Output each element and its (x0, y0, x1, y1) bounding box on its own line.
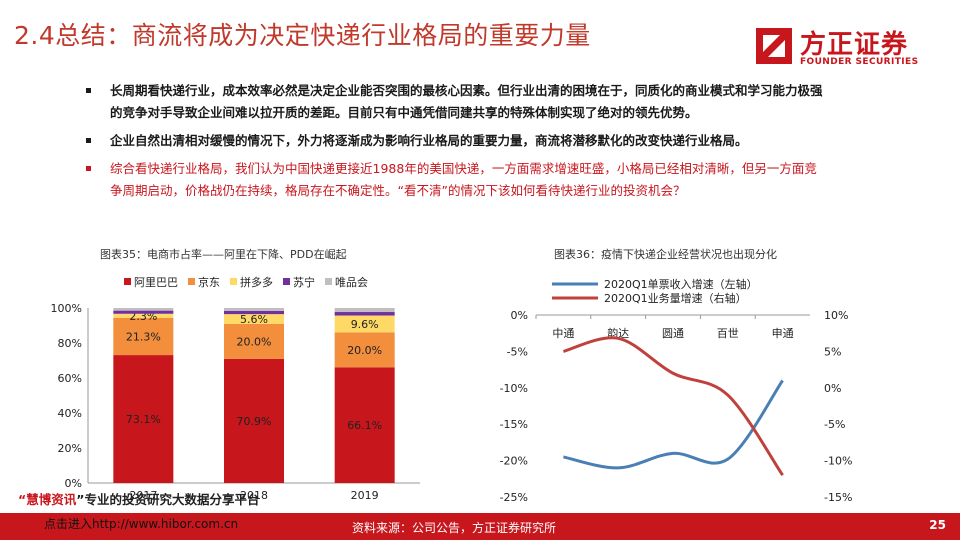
y-left-tick-label: -20% (500, 455, 528, 468)
data-label: 21.3% (126, 330, 161, 343)
legend-swatch (230, 278, 237, 285)
y-tick-label: 20% (58, 442, 82, 455)
company-logo: 方正证券 FOUNDER SECURITIES (752, 24, 918, 68)
bullet-icon (86, 138, 91, 143)
bullet-text: 长周期看快递行业，成本效率必然是决定企业能否突围的最核心因素。但行业出清的困境在… (110, 83, 823, 120)
bar-segment (224, 314, 284, 324)
y-right-tick-label: 5% (824, 345, 841, 358)
founder-logo-icon (756, 28, 792, 64)
series-line (563, 379, 784, 470)
legend-label: 拼多多 (240, 275, 273, 289)
y-tick-label: 40% (58, 407, 82, 420)
bullet-icon (86, 166, 91, 171)
y-right-tick-label: -10% (824, 455, 852, 468)
legend-swatch (124, 278, 131, 285)
y-right-tick-label: -15% (824, 491, 852, 504)
bar-segment (113, 308, 174, 311)
legend-label: 2020Q1单票收入增速（左轴） (604, 277, 758, 291)
series-line (562, 336, 784, 477)
bar-segment (334, 315, 395, 333)
bar-segment (334, 312, 395, 316)
y-tick-label: 0% (65, 477, 82, 490)
y-tick-label: 60% (58, 372, 82, 385)
page-number: 25 (929, 518, 946, 532)
watermark-link[interactable]: 点击进入http://www.hibor.com.cn (44, 517, 239, 531)
page-title: 2.4总结：商流将成为决定快递行业格局的重要力量 (14, 21, 591, 50)
legend-swatch (283, 278, 290, 285)
y-right-tick-label: 10% (824, 309, 848, 322)
chart35-caption: 图表35：电商市占率——阿里在下降、PDD在崛起 (100, 248, 347, 261)
legend-label: 苏宁 (293, 275, 315, 289)
bullet-icon (86, 88, 91, 93)
x-tick-label: 圆通 (662, 327, 684, 340)
x-tick-label: 百世 (717, 327, 739, 340)
y-left-tick-label: 0% (511, 309, 528, 322)
bullet-item-highlight: 综合看快递行业格局，我们认为中国快递更接近1988年的美国快递，一方面需求增速旺… (86, 158, 826, 202)
legend-label: 阿里巴巴 (134, 276, 178, 289)
watermark-quote: “ (18, 492, 27, 507)
y-right-tick-label: 0% (824, 382, 841, 395)
data-label: 66.1% (347, 419, 382, 432)
watermark-brand: 慧博资讯 (26, 492, 77, 507)
bar-segment (224, 308, 284, 311)
footer-source: 资料来源：公司公告，方正证券研究所 (352, 521, 557, 535)
bullet-item: 长周期看快递行业，成本效率必然是决定企业能否突围的最核心因素。但行业出清的困境在… (86, 80, 826, 124)
data-label: 9.6% (351, 318, 379, 331)
y-left-tick-label: -5% (507, 345, 528, 358)
legend-label: 2020Q1业务量增速（右轴） (604, 291, 747, 305)
data-label: 20.0% (347, 344, 382, 357)
bar-segment (334, 367, 395, 483)
logo-text-en: FOUNDER SECURITIES (800, 57, 919, 67)
data-label: 73.1% (126, 413, 161, 426)
y-right-tick-label: -5% (824, 418, 845, 431)
data-label: 20.0% (237, 335, 272, 348)
bullet-list: 长周期看快递行业，成本效率必然是决定企业能否突围的最核心因素。但行业出清的困境在… (86, 80, 826, 208)
bar-segment (224, 323, 284, 359)
y-left-tick-label: -15% (500, 418, 528, 431)
logo-text-cn: 方正证券 (800, 30, 909, 60)
legend-swatch (325, 278, 332, 285)
x-tick-label: 2018 (240, 489, 268, 502)
legend-swatch (188, 278, 195, 285)
y-tick-label: 80% (58, 337, 82, 350)
bullet-text: 综合看快递行业格局，我们认为中国快递更接近1988年的美国快递，一方面需求增速旺… (110, 161, 817, 198)
footer-bar: 资料来源：公司公告，方正证券研究所 25 (0, 513, 960, 540)
bar-segment (113, 355, 174, 483)
data-label: 70.9% (237, 415, 272, 428)
legend-label: 京东 (198, 275, 220, 289)
watermark-tagline: “慧博资讯”专业的投资研究大数据分享平台 (18, 489, 259, 508)
bar-segment (113, 313, 174, 318)
growth-line-chart: 2020Q1单票收入增速（左轴）2020Q1业务量增速（右轴） 0% -5% -10%… (500, 277, 853, 504)
x-tick-label: 申通 (772, 327, 794, 340)
bar-segment (113, 310, 174, 314)
y-left-tick-label: -10% (500, 382, 528, 395)
data-label: 5.6% (240, 313, 268, 326)
x-tick-label: 2019 (351, 489, 379, 502)
bullet-text: 企业自然出清相对缓慢的情况下，外力将逐渐成为影响行业格局的重要力量，商流将潜移默… (110, 133, 748, 148)
y-left-tick-label: -25% (500, 491, 528, 504)
chart36-caption: 图表36：疫情下快递企业经营状况也出现分化 (554, 248, 777, 261)
y-tick-label: 100% (51, 302, 82, 315)
legend-label: 唯品会 (335, 276, 368, 289)
bar-segment (224, 358, 284, 483)
x-tick-label: 中通 (552, 327, 574, 340)
bar-segment (334, 308, 395, 313)
bullet-item: 企业自然出清相对缓慢的情况下，外力将逐渐成为影响行业格局的重要力量，商流将潜移默… (86, 130, 826, 152)
bar-segment (334, 332, 395, 368)
market-share-bar-chart: 阿里巴巴 京东 拼多多 苏宁 唯品会 0% 20% 40% 60% 80% 100% 73.1% 21.… (51, 275, 420, 502)
bar-segment (113, 317, 174, 356)
bar-segment (224, 310, 284, 315)
watermark-rest: ”专业的投资研究大数据分享平台 (76, 492, 260, 507)
x-tick-label: 2017 (129, 489, 157, 502)
